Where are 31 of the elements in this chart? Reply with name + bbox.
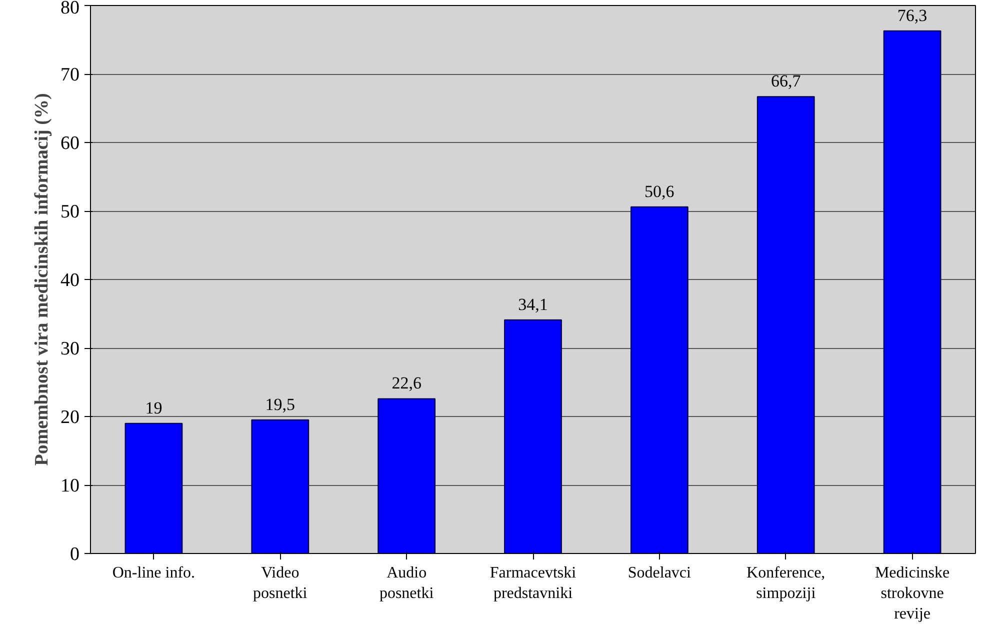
bar — [756, 96, 815, 554]
y-tick-label: 80 — [60, 0, 80, 18]
y-tick-label: 10 — [60, 476, 80, 496]
data-label: 66,7 — [770, 72, 802, 91]
data-label: 22,6 — [392, 374, 422, 393]
x-tick-label: Sodelavci — [628, 564, 692, 582]
y-tick-label: 40 — [60, 270, 80, 291]
y-tick-label: 20 — [60, 407, 80, 428]
data-label: 34,1 — [518, 294, 548, 314]
x-tick-label: Medicinske strokovne revije — [874, 564, 950, 622]
x-tick-label: Video posnetki — [253, 564, 308, 602]
y-tick-label: 70 — [60, 64, 80, 86]
y-tick-label: 30 — [60, 338, 80, 360]
y-tick-label: 50 — [60, 202, 80, 222]
data-label: 50,6 — [644, 182, 674, 201]
x-tick-label: Farmacevtski predstavniki — [490, 564, 577, 602]
y-tick-label: 60 — [60, 133, 80, 154]
bar — [630, 206, 688, 554]
data-label: 76,3 — [897, 6, 928, 25]
bar — [378, 398, 436, 554]
bar — [883, 30, 942, 554]
x-tick-label: Konference, simpoziji — [746, 564, 826, 602]
data-label: 19,5 — [265, 394, 296, 414]
bar — [251, 419, 310, 554]
x-tick-label: On-line info. — [112, 564, 196, 582]
x-tick-label: Audio posnetki — [379, 564, 434, 602]
y-axis-title: Pomembnost vira medicinskih informacij (%) — [32, 93, 52, 466]
bar — [504, 319, 562, 554]
data-label: 19 — [145, 398, 162, 418]
y-tick-label: 0 — [70, 544, 80, 565]
bar — [124, 422, 183, 554]
